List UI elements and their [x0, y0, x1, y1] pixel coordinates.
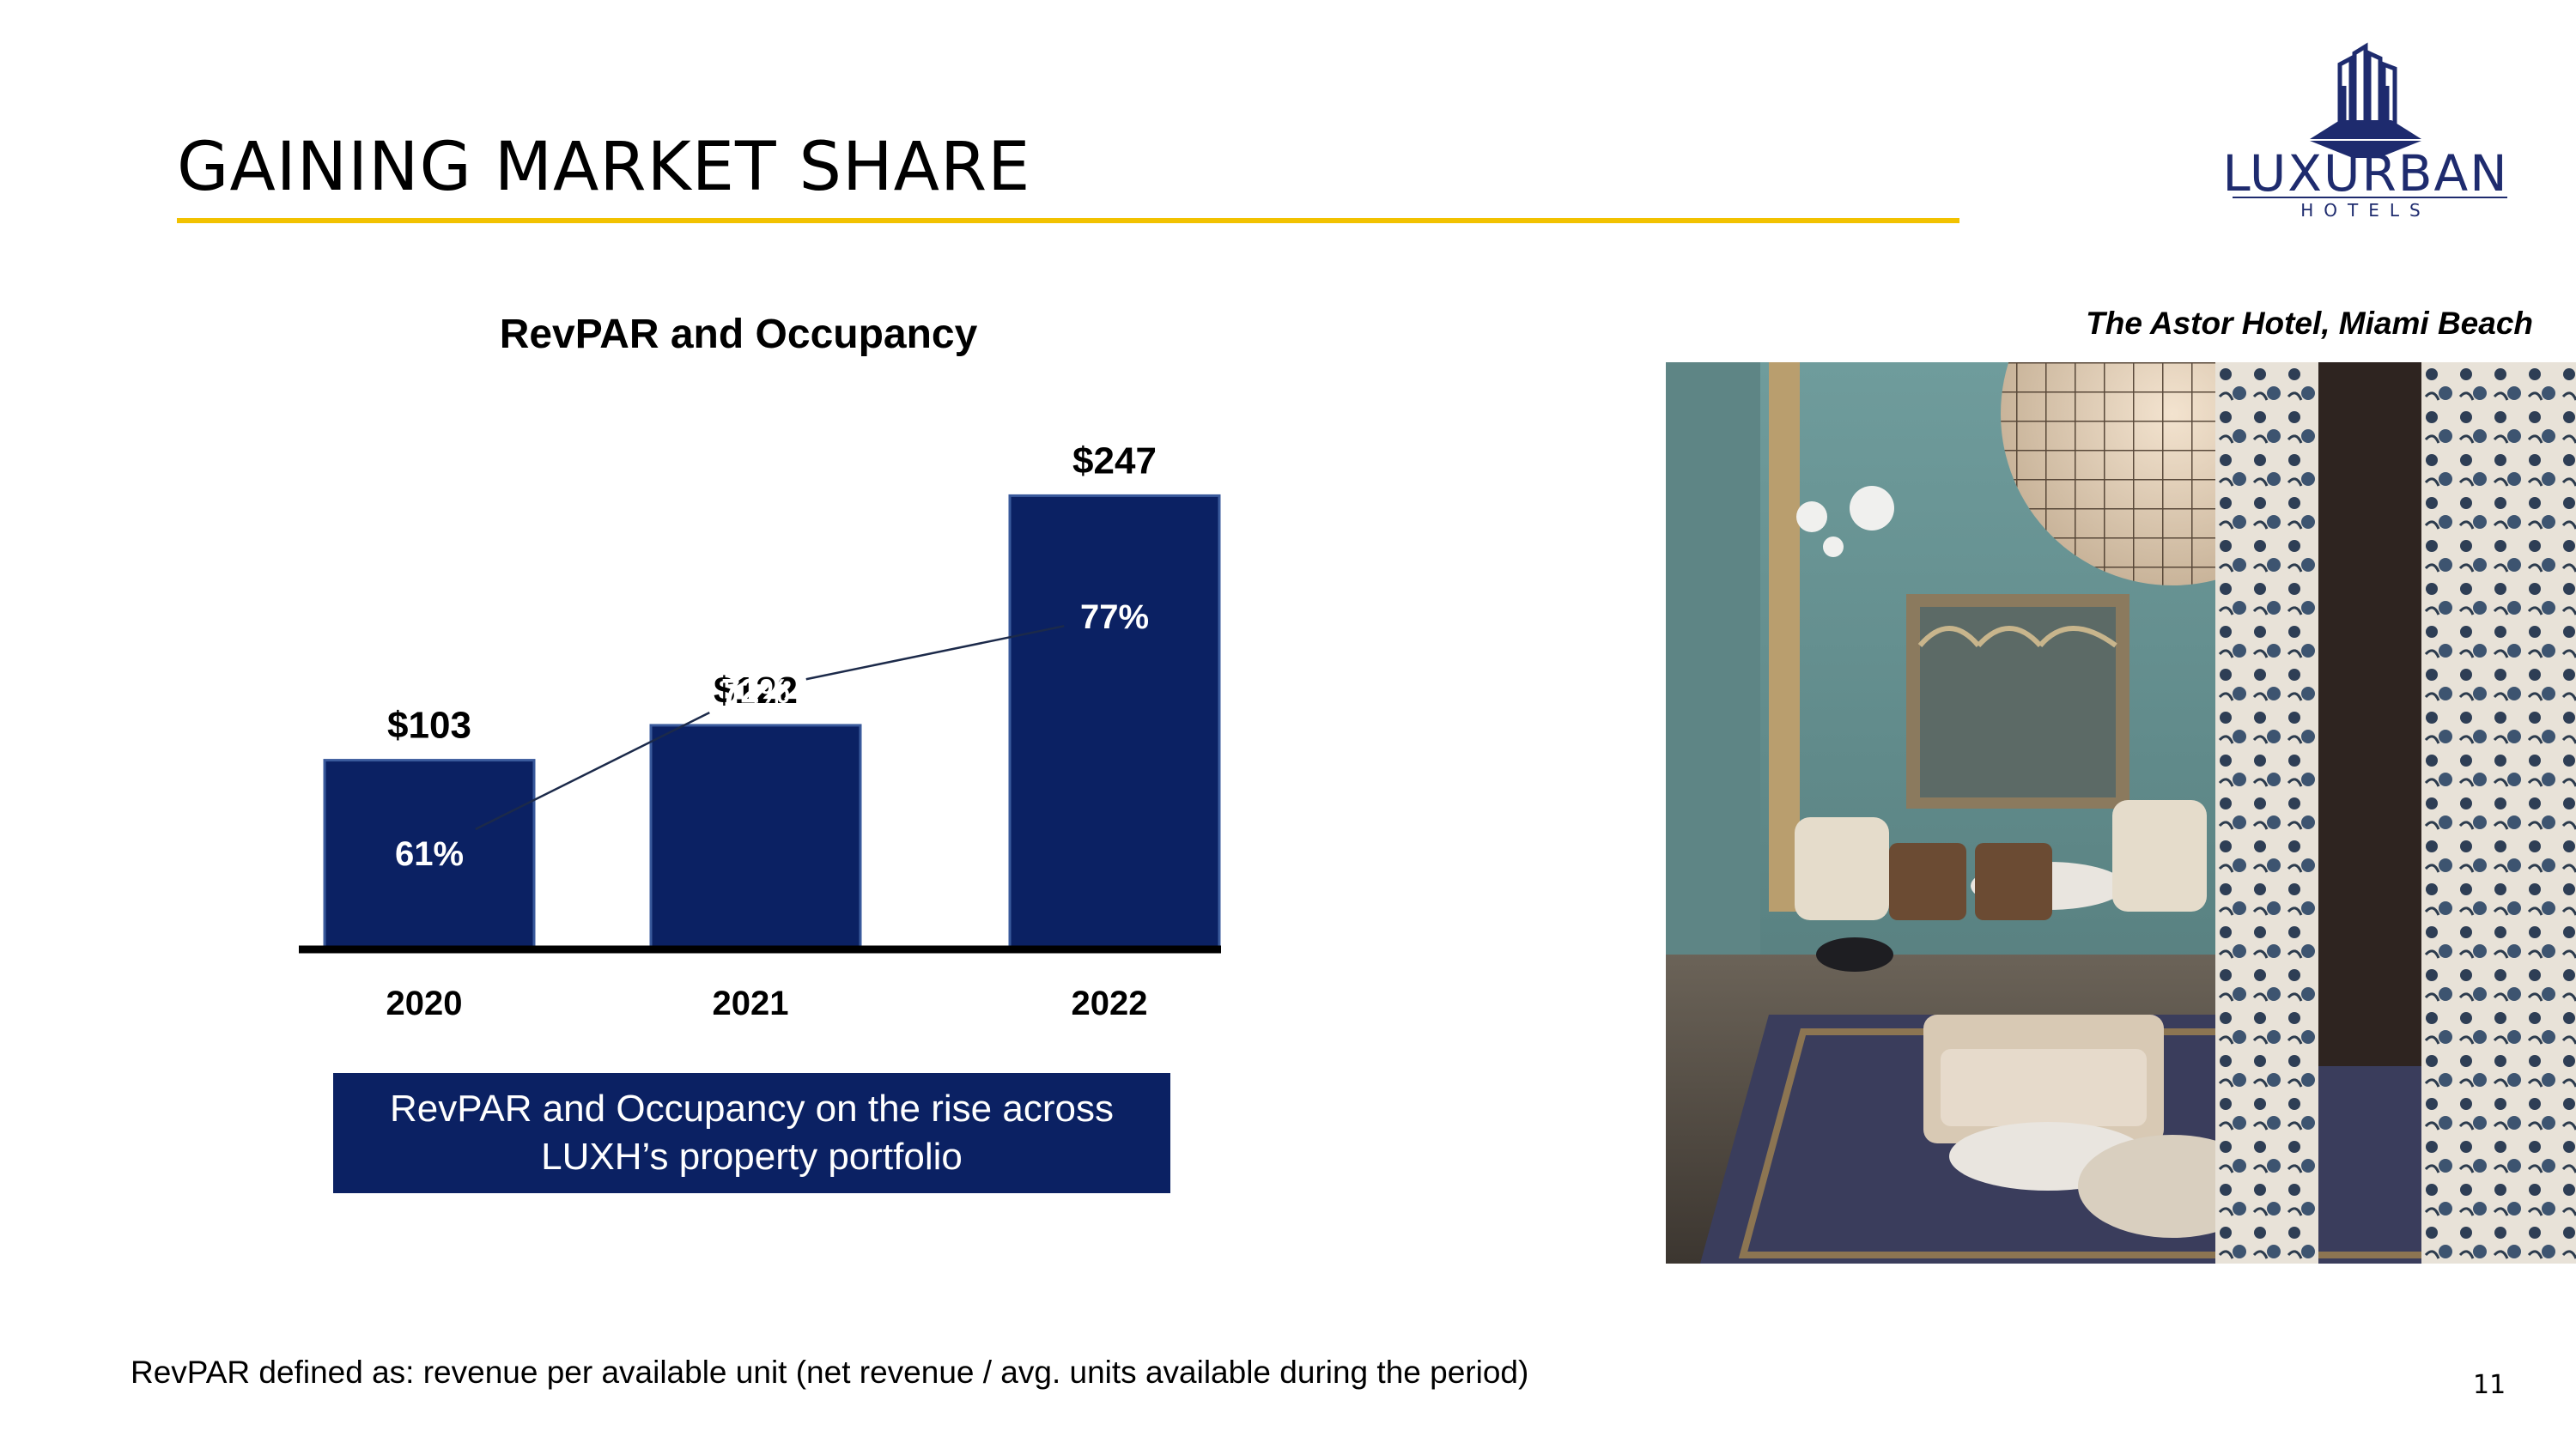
bar-2020 [323, 759, 536, 951]
occupancy-line-segment [805, 625, 1065, 681]
callout-line-1: RevPAR and Occupancy on the rise across [390, 1088, 1114, 1130]
callout-line-2: LUXH’s property portfolio [541, 1136, 963, 1178]
hotel-lobby-photo [1666, 362, 2576, 1264]
luxurban-logo-icon [2310, 42, 2421, 158]
logo-subtitle: HOTELS [2300, 200, 2431, 221]
revpar-label-2022: $247 [1072, 440, 1157, 482]
occupancy-label-2022: 77% [1080, 598, 1149, 636]
bar-2022 [1008, 494, 1221, 951]
occupancy-label-2020: 61% [395, 835, 464, 873]
slide-title: GAINING MARKET SHARE [177, 129, 1031, 206]
x-tick-2020: 2020 [386, 985, 463, 1022]
footnote: RevPAR defined as: revenue per available… [131, 1355, 1529, 1390]
x-tick-2021: 2021 [713, 985, 789, 1022]
logo-wordmark: LUXURBAN [2222, 144, 2509, 203]
logo-divider [2233, 197, 2507, 198]
title-underline [177, 218, 1959, 223]
revpar-label-2020: $103 [387, 705, 471, 747]
chart-title: RevPAR and Occupancy [499, 312, 978, 357]
x-tick-2022: 2022 [1072, 985, 1148, 1022]
callout-box: RevPAR and Occupancy on the rise across … [333, 1073, 1170, 1193]
occupancy-line-segment [475, 711, 710, 831]
page-number: 11 [2473, 1370, 2506, 1400]
revpar-label-2021: $122 [714, 670, 798, 712]
bar-2021 [649, 724, 862, 951]
occupancy-label-2021: 72% [721, 672, 790, 710]
photo-caption: The Astor Hotel, Miami Beach [2086, 306, 2533, 341]
revpar-occupancy-chart: $103 2020 $122 2021 $247 2022 61% 72% 77% [299, 440, 1221, 1022]
